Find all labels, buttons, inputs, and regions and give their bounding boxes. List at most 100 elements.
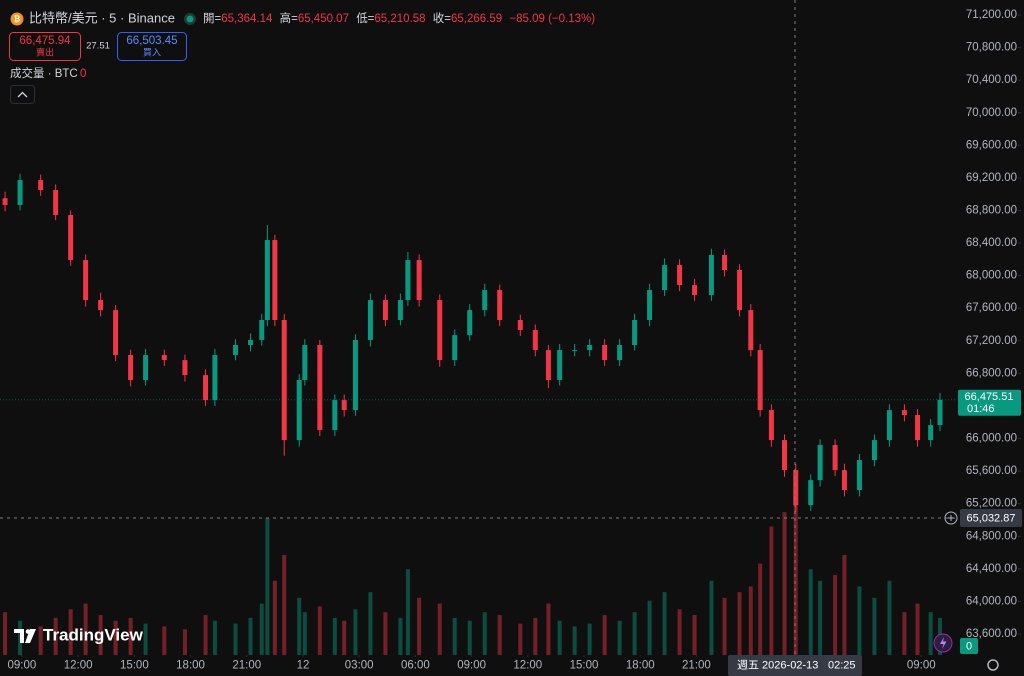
ohlc-value: 65,450.07 bbox=[298, 13, 349, 25]
candle-body bbox=[259, 320, 265, 340]
spread: 27.51 bbox=[86, 41, 110, 52]
volume-bar bbox=[602, 615, 607, 655]
candle-body bbox=[768, 410, 774, 441]
y-tick-label: 65,200.00 bbox=[966, 498, 1017, 510]
candle-body bbox=[302, 345, 308, 381]
candle-body bbox=[532, 330, 538, 351]
volume-bar bbox=[68, 609, 73, 655]
ohlc-label: 收= bbox=[433, 11, 451, 25]
volume-bar bbox=[857, 586, 862, 655]
volume-bar bbox=[282, 555, 287, 655]
last-price-box bbox=[958, 389, 1021, 416]
add-button[interactable] bbox=[944, 511, 958, 525]
logo-text: TradingView bbox=[43, 625, 144, 644]
x-tick-label: 18:00 bbox=[626, 660, 655, 672]
logo-icon bbox=[14, 629, 36, 643]
volume-bar bbox=[818, 580, 823, 655]
volume-bar bbox=[248, 617, 253, 655]
ohlc-value: 65,364.14 bbox=[221, 13, 273, 25]
volume-bar bbox=[572, 626, 577, 655]
y-tick-label: 67,200.00 bbox=[966, 335, 1017, 347]
candle-body bbox=[901, 410, 907, 416]
candle-body bbox=[617, 345, 623, 361]
candle-body bbox=[632, 320, 638, 346]
status-dot bbox=[186, 15, 194, 23]
buy-button[interactable] bbox=[117, 32, 187, 61]
x-tick-label: 21:00 bbox=[232, 660, 261, 672]
candle-body bbox=[817, 445, 823, 481]
volume-bar bbox=[332, 617, 337, 655]
y-tick-label: 70,400.00 bbox=[966, 74, 1017, 86]
candle-body bbox=[757, 350, 763, 411]
candle-body bbox=[382, 300, 388, 321]
volume-bar bbox=[98, 615, 103, 655]
volume-bar bbox=[143, 623, 148, 655]
volume-bar bbox=[38, 626, 43, 655]
buy-label: 買入 bbox=[143, 47, 161, 57]
candle-body bbox=[572, 350, 578, 352]
candle-body bbox=[647, 290, 653, 321]
candle-body bbox=[53, 190, 59, 216]
candle-body bbox=[871, 440, 877, 461]
candle-body bbox=[737, 269, 743, 311]
candle-body bbox=[937, 399, 943, 426]
x-tick-label: 21:00 bbox=[682, 660, 711, 672]
candle-body bbox=[722, 255, 728, 270]
candle-body bbox=[602, 345, 608, 361]
candle-body bbox=[886, 410, 892, 441]
volume-bar bbox=[617, 620, 622, 655]
candle-body bbox=[841, 470, 847, 491]
candle-body bbox=[98, 300, 104, 311]
last-price: 66,475.51 bbox=[965, 391, 1014, 403]
y-tick-label: 63,600.00 bbox=[966, 628, 1017, 640]
axes: 63,600.00 64,000.00 64,400.00 64,800.00 65,2… bbox=[8, 9, 1021, 672]
volume-bar bbox=[383, 612, 388, 655]
symbol[interactable]: 比特幣/美元 · 5 · Binance bbox=[29, 10, 175, 25]
y-tick-label: 70,000.00 bbox=[966, 107, 1017, 119]
y-tick-label: 70,800.00 bbox=[966, 42, 1017, 54]
volume-bar bbox=[632, 612, 637, 655]
x-tick-label: 12 bbox=[297, 660, 310, 672]
collapse-button[interactable] bbox=[10, 85, 35, 104]
candle-body bbox=[317, 345, 323, 431]
plot-area bbox=[0, 173, 955, 655]
x-tick-label: 09:00 bbox=[457, 660, 486, 672]
ohlc-value: 65,266.59 bbox=[451, 13, 502, 25]
candle-body bbox=[397, 300, 403, 321]
coin-icon bbox=[10, 12, 24, 26]
candle-body bbox=[248, 339, 254, 346]
volume-bar bbox=[212, 620, 217, 655]
volume-legend-value: 0 bbox=[80, 68, 86, 80]
sell-button[interactable] bbox=[9, 32, 81, 61]
x-tick-label: 09:00 bbox=[8, 660, 37, 672]
x-tick-label: 12:00 bbox=[64, 660, 93, 672]
volume-label: 0 bbox=[966, 640, 972, 652]
volume-legend: 成交量 · BTC bbox=[10, 66, 78, 80]
volume-bar bbox=[467, 620, 472, 655]
volume-bar bbox=[677, 609, 682, 655]
candle-body bbox=[452, 335, 458, 361]
volume-bar bbox=[692, 615, 697, 655]
candle-body bbox=[856, 460, 862, 491]
settings-button[interactable] bbox=[987, 659, 999, 671]
volume-bar bbox=[587, 623, 592, 655]
sell-price: 66,475.94 bbox=[19, 35, 71, 47]
candle-body bbox=[467, 310, 473, 336]
volume-bar bbox=[722, 597, 727, 655]
candle-body bbox=[367, 300, 373, 340]
candle-body bbox=[17, 179, 23, 206]
volume-bar bbox=[342, 620, 347, 655]
volume-bar bbox=[546, 603, 551, 655]
candle-body bbox=[352, 339, 358, 411]
y-tick-label: 71,200.00 bbox=[966, 9, 1017, 21]
volume-bar bbox=[297, 597, 302, 655]
plus-icon bbox=[948, 515, 954, 521]
volume-bar bbox=[417, 597, 422, 655]
y-tick-label: 68,000.00 bbox=[966, 270, 1017, 282]
candle-body bbox=[113, 310, 119, 356]
countdown: 01:46 bbox=[967, 403, 995, 415]
ohlc: 開=65,364.14 高=65,450.07 低=65,210.58 收=65… bbox=[203, 11, 595, 25]
candle-body bbox=[212, 355, 218, 401]
volume-bar bbox=[662, 592, 667, 655]
